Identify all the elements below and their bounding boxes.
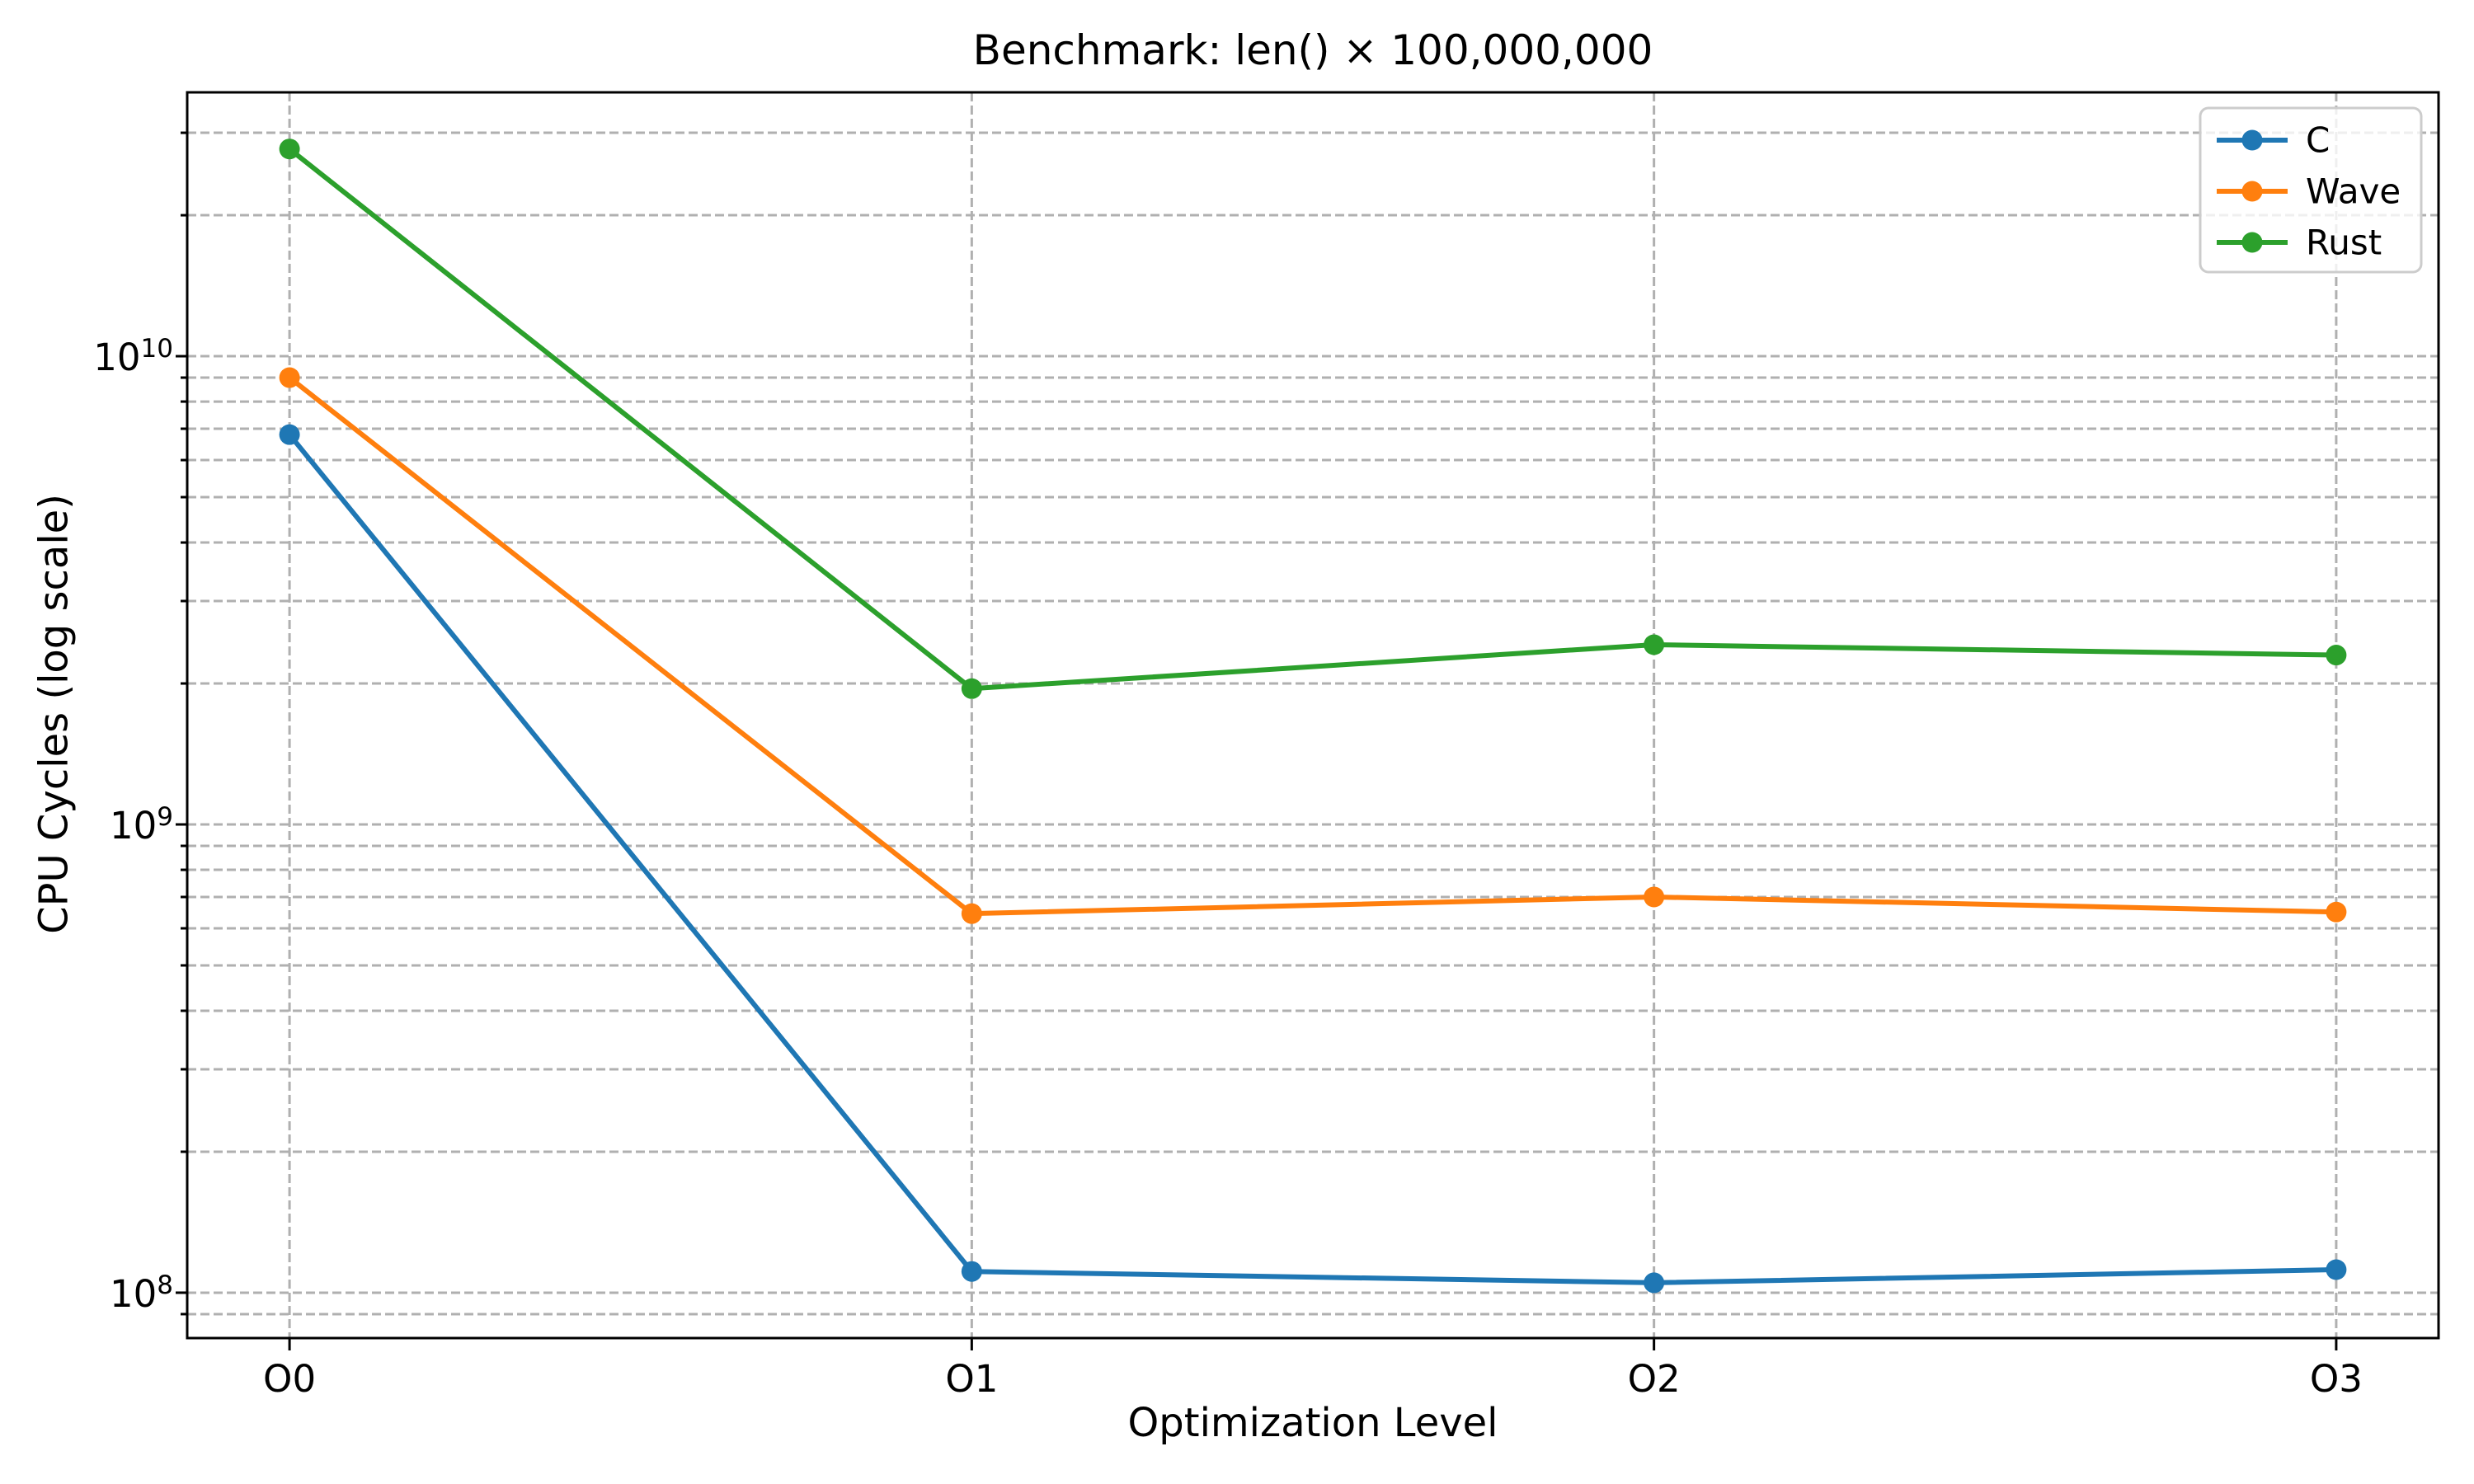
x-tick-label-O3: O3 — [2309, 1357, 2363, 1401]
legend-label-Rust: Rust — [2306, 223, 2382, 263]
x-tick-label-O0: O0 — [263, 1357, 317, 1401]
legend: C Wave Rust — [2199, 106, 2423, 274]
chart-title: Benchmark: len() × 100,000,000 — [972, 26, 1653, 74]
y-axis-label: CPU Cycles (log scale) — [31, 494, 78, 934]
legend-marker-Rust — [2241, 232, 2263, 253]
data-point-C-O2 — [1644, 1272, 1665, 1294]
x-tick-label-O1: O1 — [945, 1357, 999, 1401]
data-point-Rust-O0 — [279, 139, 300, 160]
data-point-Wave-O1 — [961, 903, 982, 924]
y-tick-label: 109 — [110, 801, 173, 848]
data-point-Rust-O1 — [961, 678, 982, 699]
data-point-Wave-O0 — [279, 367, 300, 388]
data-point-C-O0 — [279, 424, 300, 445]
data-point-C-O3 — [2326, 1259, 2347, 1280]
data-point-Wave-O2 — [1644, 886, 1665, 908]
y-tick-label: 1010 — [93, 334, 173, 380]
x-tick-label-O2: O2 — [1627, 1357, 1681, 1401]
legend-label-Wave: Wave — [2306, 171, 2401, 212]
series-line-Wave — [287, 375, 2339, 917]
x-axis-label: Optimization Level — [1127, 1400, 1498, 1446]
data-point-C-O1 — [961, 1261, 982, 1282]
series-line-Rust — [287, 146, 2339, 692]
legend-marker-Wave — [2241, 181, 2263, 202]
data-point-Wave-O3 — [2326, 901, 2347, 923]
plot-border — [186, 91, 2440, 1340]
data-point-Rust-O3 — [2326, 645, 2347, 666]
y-tick-label: 108 — [110, 1270, 173, 1316]
series-line-C — [287, 432, 2339, 1285]
legend-label-C: C — [2306, 120, 2330, 161]
data-point-Rust-O2 — [1644, 634, 1665, 655]
legend-marker-C — [2241, 129, 2263, 151]
